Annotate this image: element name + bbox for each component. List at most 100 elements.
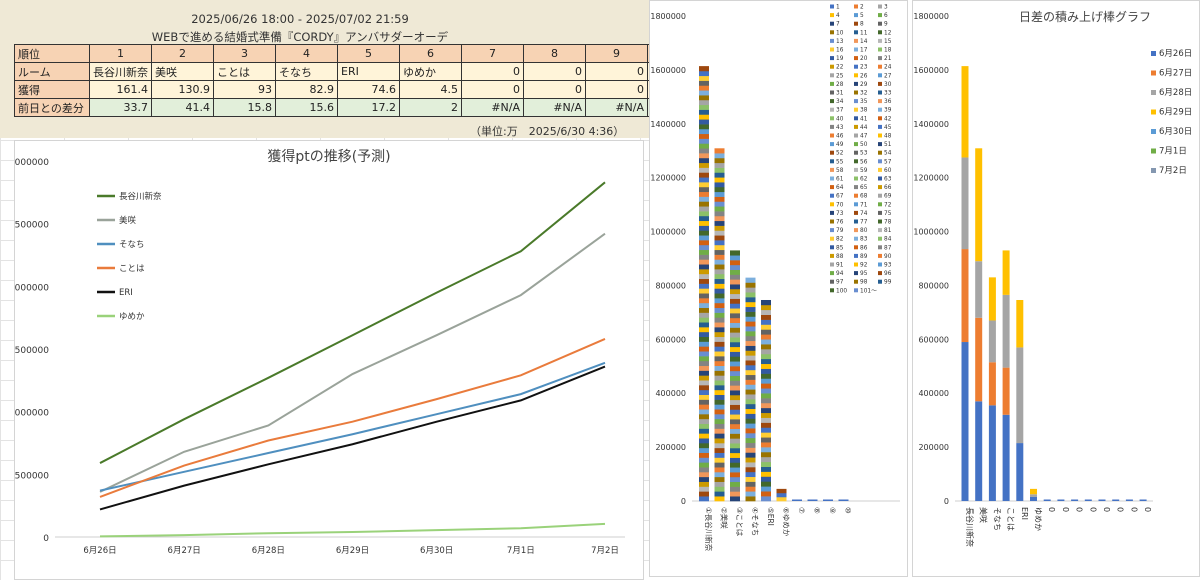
table-cell[interactable]: 1 xyxy=(89,44,152,63)
bar-segment xyxy=(745,467,756,473)
table-cell[interactable]: #N/A xyxy=(461,98,524,117)
table-cell[interactable]: 161.4 xyxy=(89,80,152,99)
bar-segment xyxy=(761,451,771,458)
legend-entry: 29 xyxy=(860,82,868,88)
bar-segment xyxy=(699,322,709,328)
bar-segment xyxy=(761,427,771,433)
bar-segment xyxy=(761,314,771,320)
row-label[interactable]: 前日との差分 xyxy=(14,98,90,117)
table-cell[interactable]: ゆめか xyxy=(399,62,462,81)
legend-entry: 7月2日 xyxy=(1159,166,1187,176)
legend-entry: 23 xyxy=(860,65,868,71)
table-cell[interactable]: 2 xyxy=(151,44,214,63)
legend-swatch xyxy=(854,56,858,61)
legend-swatch xyxy=(830,81,834,86)
table-cell[interactable]: 3 xyxy=(213,44,276,63)
bar-segment xyxy=(699,186,709,193)
bar-segment xyxy=(699,481,709,487)
row-label[interactable]: 獲得 xyxy=(14,80,90,99)
table-cell[interactable]: 33.7 xyxy=(89,98,152,117)
bar-segment xyxy=(699,370,709,376)
table-cell[interactable]: 0 xyxy=(585,62,648,81)
table-cell[interactable]: そなち xyxy=(275,62,338,81)
bar-segment xyxy=(714,191,725,197)
table-cell[interactable]: 9 xyxy=(585,44,648,63)
bar-segment xyxy=(745,306,756,312)
bar-segment xyxy=(699,215,709,222)
table-cell[interactable]: 0 xyxy=(585,80,648,99)
legend-entry: 76 xyxy=(836,220,844,226)
bar-segment xyxy=(745,355,756,361)
row-label[interactable]: 順位 xyxy=(14,44,90,63)
legend-entry: 36 xyxy=(884,99,892,105)
daily-diff-chart-panel[interactable]: 日差の積み上げ棒グラフ 0 200000 400000 600000 800000 1000… xyxy=(912,0,1200,577)
bar-segment xyxy=(761,432,771,438)
legend-swatch xyxy=(854,107,858,112)
legend-swatch xyxy=(830,90,834,95)
legend-entry: そなち xyxy=(119,240,145,250)
table-cell[interactable]: 130.9 xyxy=(151,80,214,99)
table-cell[interactable]: 0 xyxy=(523,62,586,81)
bar-segment xyxy=(714,211,725,217)
bar-segment xyxy=(714,433,725,439)
table-cell[interactable]: 0 xyxy=(523,80,586,99)
legend-entry: 49 xyxy=(836,142,844,148)
table-cell[interactable]: #N/A xyxy=(523,98,586,117)
legend-swatch xyxy=(854,133,858,138)
table-cell[interactable]: 41.4 xyxy=(151,98,214,117)
table-cell[interactable]: ERI xyxy=(337,62,400,81)
table-cell[interactable]: 0 xyxy=(461,62,524,81)
table-cell[interactable]: 美咲 xyxy=(151,62,214,81)
bar-segment xyxy=(745,394,756,400)
table-cell[interactable]: 74.6 xyxy=(337,80,400,99)
legend-swatch xyxy=(830,288,834,293)
table-cell[interactable]: 8 xyxy=(523,44,586,63)
bar-segment xyxy=(730,404,740,410)
legend-entry: 52 xyxy=(836,151,844,157)
table-cell[interactable]: ことは xyxy=(213,62,276,81)
table-cell[interactable]: 長谷川新奈 xyxy=(89,62,152,81)
table-cell[interactable]: 17.2 xyxy=(337,98,400,117)
bar-segment xyxy=(714,293,725,299)
legend-swatch xyxy=(830,236,834,241)
table-cell[interactable]: 4 xyxy=(275,44,338,63)
x-tick-label: 0 xyxy=(1102,507,1111,512)
bar-segment xyxy=(745,287,756,293)
table-cell[interactable]: #N/A xyxy=(585,98,648,117)
stacked-rank-chart-panel[interactable]: 0 200000 400000 600000 800000 1000000 1200000 1… xyxy=(649,0,908,577)
table-cell[interactable]: 82.9 xyxy=(275,80,338,99)
row-label[interactable]: ルーム xyxy=(14,62,90,81)
table-cell[interactable]: 7 xyxy=(461,44,524,63)
bar-segment xyxy=(714,389,725,396)
legend-entry: 38 xyxy=(860,108,868,114)
bar-segment xyxy=(699,211,709,217)
bar-segment xyxy=(714,409,725,415)
bar-segment xyxy=(761,447,771,453)
table-cell[interactable]: 2 xyxy=(399,98,462,117)
bar-segment xyxy=(714,157,725,164)
y-tick-label: 1600000 xyxy=(650,66,686,75)
y-tick-label: 1400000 xyxy=(913,120,949,129)
bar-segment xyxy=(1002,414,1010,501)
table-cell[interactable]: 6 xyxy=(399,44,462,63)
bar-segment xyxy=(714,496,725,502)
legend-entry: 63 xyxy=(884,177,892,183)
table-cell[interactable]: 15.8 xyxy=(213,98,276,117)
bar-segment xyxy=(699,486,709,492)
bar-segment xyxy=(745,345,756,351)
y-tick-label: 2000000 xyxy=(15,283,49,293)
table-cell[interactable]: 15.6 xyxy=(275,98,338,117)
legend-swatch xyxy=(878,81,882,86)
legend-entry: 美咲 xyxy=(119,215,137,226)
table-cell[interactable]: 93 xyxy=(213,80,276,99)
table-cell[interactable]: 4.5 xyxy=(399,80,462,99)
bar-segment xyxy=(730,375,740,381)
line-chart-panel[interactable]: 獲得ptの推移(予測) 0 500000 1000000 1500000 2000000 2… xyxy=(9,140,644,580)
table-cell[interactable]: 0 xyxy=(461,80,524,99)
bar-segment xyxy=(699,201,709,207)
legend-entry: 18 xyxy=(884,48,892,54)
table-cell[interactable]: 5 xyxy=(337,44,400,63)
legend-entry: 2 xyxy=(860,5,864,11)
legend-entry: 3 xyxy=(884,5,888,11)
